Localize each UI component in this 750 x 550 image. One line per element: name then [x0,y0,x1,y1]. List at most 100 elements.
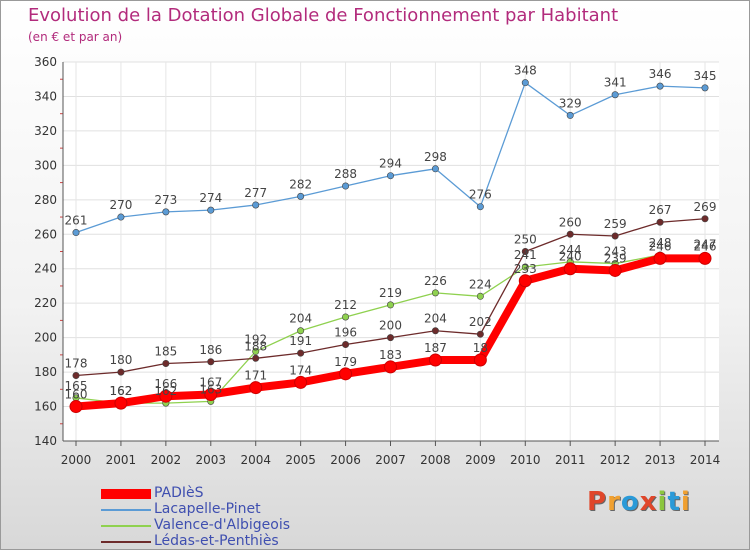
y-tick-label: 300 [34,158,57,172]
data-label: 174 [289,363,312,377]
data-point [521,263,529,271]
data-point [162,359,170,367]
data-point [72,229,80,237]
data-point [342,313,350,321]
data-label: 288 [334,167,357,181]
data-point [342,182,350,190]
data-point [386,301,394,309]
data-label: 188 [244,339,267,353]
data-label: 270 [109,198,132,212]
data-label: 246 [694,239,717,253]
data-label: 180 [109,353,132,367]
x-tick-label: 2006 [330,453,361,467]
x-tick-label: 2010 [510,453,541,467]
x-tick-label: 2013 [645,453,676,467]
data-point [431,289,439,297]
data-point [698,251,712,265]
data-label: 243 [604,245,627,259]
data-point [69,400,83,414]
logo-letter: r [607,487,621,517]
data-label: 185 [154,344,177,358]
chart-title: Evolution de la Dotation Globale de Fonc… [28,5,619,26]
x-tick-label: 2002 [151,453,182,467]
legend-label: Valence-d'Albigeois [154,517,291,533]
data-point [252,347,260,355]
data-label: 192 [244,332,267,346]
x-tick-label: 2007 [375,453,406,467]
data-point [521,79,529,87]
logo-letter: i [680,487,691,517]
data-label: 247 [694,238,717,252]
data-label: 240 [559,250,582,264]
legend-swatch [101,525,151,527]
y-tick-label: 260 [34,227,57,241]
data-label: 348 [514,64,537,78]
data-label: 187 [424,341,447,355]
data-point [117,368,125,376]
data-label: 261 [65,214,88,228]
data-label: 282 [289,177,312,191]
data-point [342,341,350,349]
data-point [249,381,263,395]
data-label: 294 [379,157,402,171]
x-tick-label: 2003 [196,453,227,467]
x-tick-label: 2008 [420,453,451,467]
y-tick-label: 180 [34,365,57,379]
data-label: 345 [694,69,717,83]
data-point [117,213,125,221]
data-point [428,353,442,367]
data-point [476,330,484,338]
data-label: 162 [109,384,132,398]
x-tick-label: 2014 [690,453,721,467]
data-point [297,349,305,357]
data-label: 226 [424,274,447,288]
data-label: 273 [154,193,177,207]
data-label: 329 [559,96,582,110]
y-tick-label: 340 [34,89,57,103]
data-label: 160 [65,388,88,402]
data-point [207,206,215,214]
data-label: 191 [289,334,312,348]
x-tick-label: 2011 [555,453,586,467]
data-point [384,360,397,374]
data-label: 250 [514,233,537,247]
logo-letter: i [657,487,668,517]
data-label: 178 [65,357,88,371]
data-label: 186 [199,343,222,357]
data-point [656,82,664,90]
data-point [339,367,353,381]
data-label: 341 [604,76,627,90]
data-label: 202 [469,315,492,329]
y-tick-label: 220 [34,296,57,310]
data-label: 346 [649,67,672,81]
data-label: 162 [109,384,132,398]
legend-swatch [101,509,151,511]
data-label: 267 [649,203,672,217]
x-tick-label: 2001 [106,453,137,467]
data-point [386,334,394,342]
y-tick-label: 320 [34,124,57,138]
data-point [159,389,173,403]
data-point [204,387,218,401]
data-point [297,327,305,335]
legend-label: PADIèS [154,485,204,501]
data-point [611,232,619,240]
data-label: 196 [334,326,357,340]
data-point [656,218,664,226]
data-label: 163 [199,382,222,396]
data-label: 166 [154,377,177,391]
data-label: 212 [334,298,357,312]
data-label: 204 [424,312,447,326]
data-label: 183 [379,348,402,362]
data-label: 171 [244,369,267,383]
data-point [566,230,574,238]
legend-label: Lacapelle-Pinet [154,501,261,517]
logo-letter: o [620,487,640,517]
data-label: 269 [694,200,717,214]
y-tick-label: 240 [34,262,57,276]
data-label: 244 [559,243,582,257]
logo-letter: t [667,487,681,517]
logo-letter: x [639,487,658,517]
data-label: 167 [199,375,222,389]
